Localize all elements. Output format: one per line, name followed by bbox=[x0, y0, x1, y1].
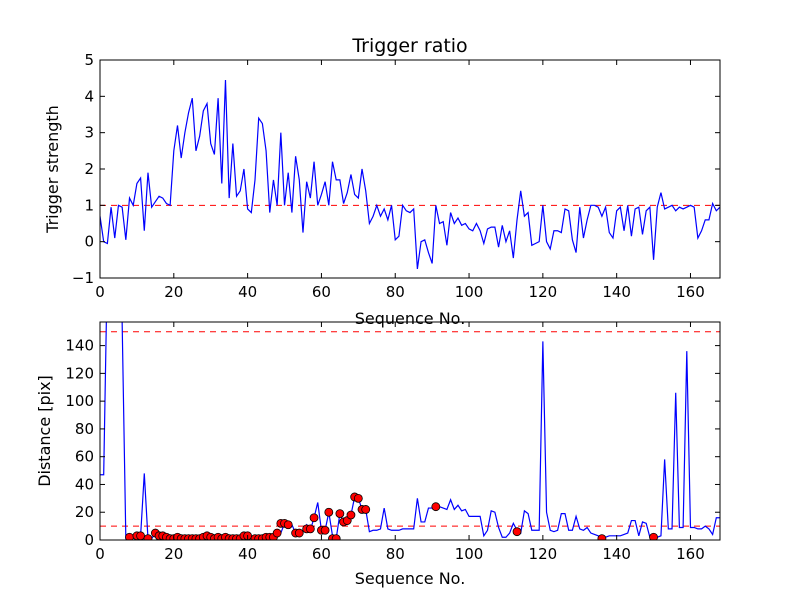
distance-marker-point bbox=[649, 532, 658, 540]
distance-marker-point bbox=[335, 509, 345, 519]
distance-marker-point bbox=[136, 531, 145, 540]
distance-marker-point bbox=[143, 534, 153, 540]
distance-x-tick-label: 40 bbox=[238, 545, 257, 563]
distance-y-tick-label: 60 bbox=[75, 448, 94, 466]
distance-marker-point bbox=[272, 528, 282, 538]
trigger-x-axis-label: Sequence No. bbox=[355, 309, 466, 328]
distance-marker-point bbox=[294, 528, 304, 538]
distance-y-tick-label: 100 bbox=[65, 392, 94, 410]
distance-x-tick-label: 60 bbox=[312, 545, 331, 563]
trigger-x-tick-label: 100 bbox=[455, 283, 484, 301]
distance-x-tick-label: 160 bbox=[676, 545, 705, 563]
distance-y-tick-label: 120 bbox=[65, 364, 94, 382]
distance-marker-point bbox=[320, 525, 330, 535]
distance-plot-area bbox=[100, 322, 720, 540]
distance-marker-point bbox=[331, 534, 341, 540]
distance-x-ticks: 0 20 40 60 80 100 120 140 160 bbox=[95, 322, 705, 563]
distance-marker-point bbox=[324, 507, 334, 517]
trigger-x-tick-label: 80 bbox=[386, 283, 405, 301]
distance-marker-point bbox=[361, 505, 371, 514]
distance-x-tick-label: 80 bbox=[386, 545, 405, 563]
distance-axes-frame bbox=[99, 321, 721, 541]
distance-marker-point bbox=[305, 524, 315, 534]
distance-marker-point bbox=[309, 513, 319, 523]
distance-x-tick-label: 100 bbox=[455, 545, 484, 563]
distance-marker-point bbox=[346, 510, 356, 520]
distance-y-tick-label: 20 bbox=[75, 503, 94, 521]
trigger-x-tick-label: 120 bbox=[529, 283, 558, 301]
distance-y-tick-label: 80 bbox=[75, 420, 94, 438]
trigger-x-tick-label: 0 bbox=[95, 283, 105, 301]
trigger-x-tick-label: 60 bbox=[312, 283, 331, 301]
distance-y-tick-label: 40 bbox=[75, 475, 94, 493]
distance-x-axis-label: Sequence No. bbox=[355, 569, 466, 588]
distance-y-axis-label: Distance [pix] bbox=[35, 375, 54, 487]
distance-marker-point bbox=[597, 534, 607, 540]
trigger-y-tick-label: 5 bbox=[84, 51, 94, 69]
distance-x-tick-label: 120 bbox=[529, 545, 558, 563]
distance-marker-point bbox=[353, 493, 363, 503]
distance-markers bbox=[125, 492, 658, 540]
trigger-y-tick-label: 0 bbox=[84, 233, 94, 251]
distance-x-tick-label: 20 bbox=[164, 545, 183, 563]
trigger-chart-title: Trigger ratio bbox=[351, 35, 467, 57]
distance-subplot: 0 20 40 60 80 100 120 140 160 0 20 40 60 80 100 120 140… bbox=[35, 321, 721, 588]
distance-marker-point bbox=[512, 527, 522, 537]
trigger-y-tick-label: −1 bbox=[72, 269, 94, 287]
trigger-x-tick-label: 40 bbox=[238, 283, 257, 301]
distance-x-tick-label: 140 bbox=[602, 545, 631, 563]
distance-y-tick-label: 140 bbox=[65, 337, 94, 355]
trigger-strength-series-line bbox=[100, 79, 720, 270]
trigger-plot-area bbox=[100, 79, 720, 270]
trigger-y-tick-label: 2 bbox=[84, 160, 94, 178]
distance-y-ticks: 0 20 40 60 80 100 120 140 bbox=[65, 337, 720, 549]
distance-y-tick-label: 0 bbox=[84, 531, 94, 549]
trigger-y-tick-label: 4 bbox=[84, 87, 94, 105]
trigger-y-tick-label: 3 bbox=[84, 124, 94, 142]
trigger-y-tick-label: 1 bbox=[84, 196, 94, 214]
distance-x-tick-label: 0 bbox=[95, 545, 105, 563]
trigger-y-axis-label: Trigger strength bbox=[43, 105, 62, 234]
trigger-x-tick-label: 140 bbox=[602, 283, 631, 301]
distance-marker-point bbox=[431, 502, 441, 512]
trigger-y-ticks: −1 0 1 2 3 4 5 bbox=[72, 51, 720, 287]
trigger-x-tick-label: 160 bbox=[676, 283, 705, 301]
trigger-x-ticks: 0 20 40 60 80 100 120 140 160 bbox=[95, 60, 705, 301]
trigger-x-tick-label: 20 bbox=[164, 283, 183, 301]
distance-marker-point bbox=[283, 520, 293, 530]
